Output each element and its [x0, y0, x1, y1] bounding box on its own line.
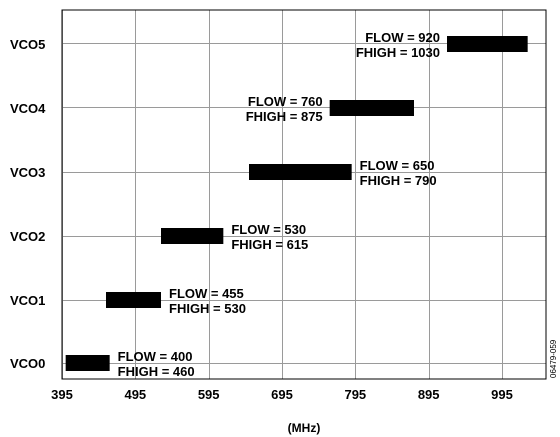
bar-vco3	[249, 164, 352, 180]
x-tick-label-595: 595	[198, 387, 220, 402]
y-tick-label-vco1: VCO1	[10, 293, 45, 308]
annotation-flow-vco4: FLOW = 760	[248, 94, 323, 109]
y-tick-label-vco4: VCO4	[10, 101, 46, 116]
x-tick-label-695: 695	[271, 387, 293, 402]
y-tick-label-vco5: VCO5	[10, 37, 45, 52]
annotation-flow-vco1: FLOW = 455	[169, 286, 244, 301]
bar-vco4	[329, 100, 414, 116]
grid	[62, 10, 546, 379]
y-tick-label-vco2: VCO2	[10, 229, 45, 244]
annotation-flow-vco2: FLOW = 530	[231, 222, 306, 237]
annotation-fhigh-vco3: FHIGH = 790	[360, 173, 437, 188]
annotation-fhigh-vco0: FHIGH = 460	[118, 364, 195, 379]
bar-vco0	[65, 355, 110, 371]
bar-vco2	[161, 228, 224, 244]
bar-vco5	[447, 36, 528, 52]
annotation-fhigh-vco5: FHIGH = 1030	[356, 45, 440, 60]
x-axis-title: (MHz)	[288, 421, 321, 435]
x-tick-label-995: 995	[491, 387, 513, 402]
x-tick-label-495: 495	[124, 387, 146, 402]
x-tick-label-795: 795	[344, 387, 366, 402]
annotation-fhigh-vco1: FHIGH = 530	[169, 301, 246, 316]
bar-vco1	[106, 292, 161, 308]
y-tick-labels: VCO0 VCO1 VCO2 VCO3 VCO4 VCO5	[10, 37, 46, 371]
annotation-flow-vco0: FLOW = 400	[118, 349, 193, 364]
x-tick-label-395: 395	[51, 387, 73, 402]
y-tick-label-vco3: VCO3	[10, 165, 45, 180]
annotation-fhigh-vco2: FHIGH = 615	[231, 237, 308, 252]
range-bars	[65, 36, 528, 371]
plot-frame	[61, 9, 547, 380]
annotation-fhigh-vco4: FHIGH = 875	[246, 109, 323, 124]
figure-id: 06479-059	[549, 339, 558, 378]
x-tick-label-895: 895	[418, 387, 440, 402]
y-tick-label-vco0: VCO0	[10, 356, 45, 371]
x-tick-labels: 395 495 595 695 795 895 995	[51, 387, 513, 402]
annotation-flow-vco3: FLOW = 650	[360, 158, 435, 173]
annotation-flow-vco5: FLOW = 920	[365, 30, 440, 45]
